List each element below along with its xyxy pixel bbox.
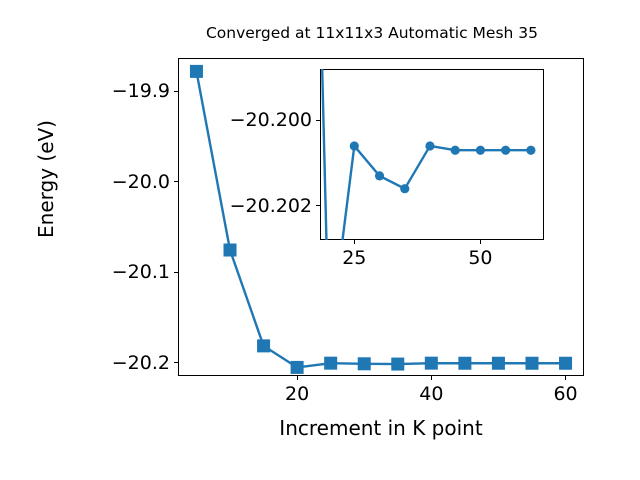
- main-data-point-marker: [391, 357, 405, 371]
- inset-data-point-marker: [400, 184, 410, 194]
- y-tick-mark: [174, 90, 178, 92]
- main-plot-area: [178, 58, 584, 376]
- inset-y-tick-label: −20.200: [229, 109, 312, 132]
- main-data-point-marker: [324, 356, 338, 370]
- inset-series-line: [320, 69, 533, 240]
- inset-data-point-marker: [425, 141, 435, 151]
- y-tick-label: −19.9: [111, 80, 170, 103]
- x-tick-mark: [565, 376, 567, 380]
- main-data-point-marker: [189, 64, 203, 78]
- inset-data-point-marker: [526, 145, 536, 155]
- inset-data-point-marker: [450, 145, 460, 155]
- x-tick-label: 20: [285, 383, 310, 405]
- inset-y-tick-label: −20.202: [229, 194, 312, 217]
- inset-x-tick-mark: [353, 240, 355, 244]
- y-tick-mark: [174, 271, 178, 273]
- x-tick-mark: [296, 376, 298, 380]
- inset-x-tick-mark: [479, 240, 482, 244]
- main-data-point-marker: [257, 339, 271, 353]
- inset-series-layer: [320, 69, 536, 240]
- y-tick-label: −20.2: [111, 351, 170, 374]
- main-data-point-marker: [290, 360, 304, 374]
- main-data-point-marker: [424, 356, 438, 370]
- y-tick-label: −20.1: [111, 261, 170, 284]
- main-series-layer: [189, 64, 573, 374]
- x-tick-label: 40: [419, 383, 444, 405]
- inset-data-point-marker: [374, 171, 385, 181]
- x-tick-label: 60: [553, 383, 578, 405]
- main-data-point-marker: [223, 243, 237, 257]
- main-data-point-marker: [458, 356, 472, 370]
- main-data-point-marker: [525, 356, 539, 370]
- main-data-point-marker: [491, 356, 505, 370]
- inset-y-tick-mark: [316, 119, 320, 121]
- x-tick-mark: [430, 376, 432, 380]
- inset-data-point-marker: [501, 145, 511, 155]
- y-tick-label: −20.0: [111, 170, 170, 193]
- chart-title: Converged at 11x11x3 Automatic Mesh 35: [205, 24, 539, 42]
- inset-data-point-marker: [475, 145, 486, 155]
- inset-x-tick-label: 50: [468, 247, 493, 269]
- inset-x-tick-label: 25: [342, 247, 367, 269]
- main-data-point-marker: [357, 357, 371, 371]
- y-tick-mark: [174, 362, 178, 364]
- x-axis-label: Increment in K point: [279, 416, 483, 440]
- y-tick-mark: [174, 181, 178, 183]
- inset-y-tick-mark: [316, 205, 320, 207]
- inset-data-point-marker: [349, 141, 359, 151]
- main-data-point-marker: [559, 356, 573, 370]
